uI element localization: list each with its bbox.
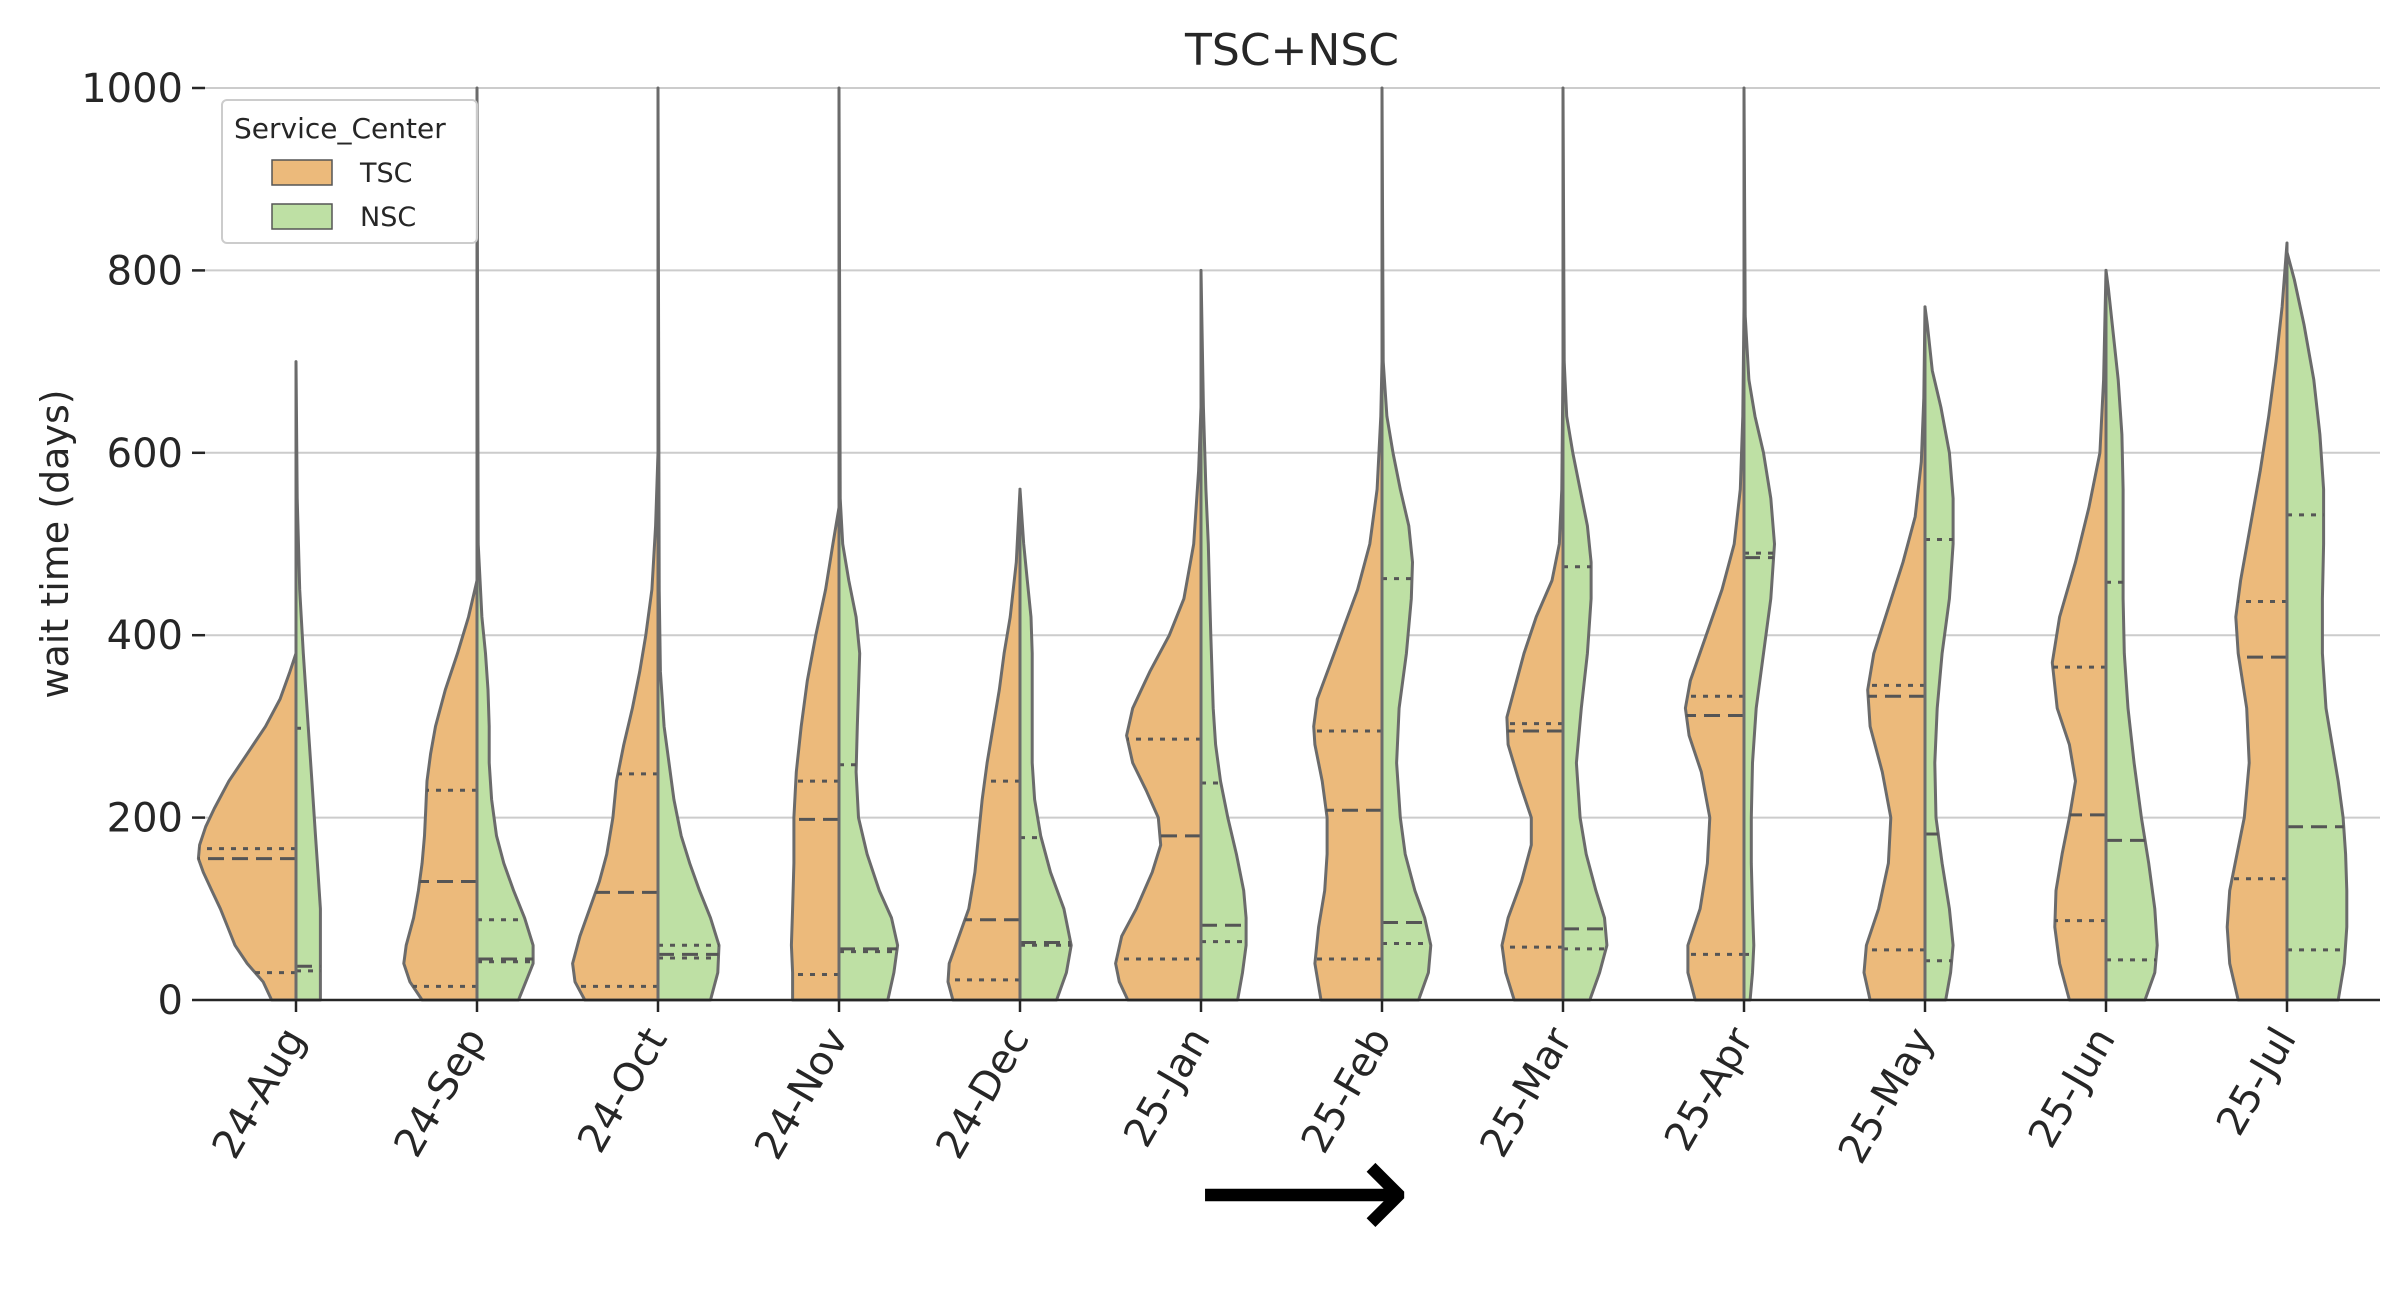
x-tick-label: 25-Apr [1656,1020,1763,1159]
y-tick-label: 600 [107,431,183,477]
violin-tsc [2225,241,2289,1002]
violin-tsc [1312,360,1384,1002]
x-tick-label: 24-Aug [204,1020,315,1166]
x-tick-label: 24-Oct [569,1020,677,1160]
violin-nsc [2285,250,2349,1002]
violin-nsc [475,86,535,1002]
violin-tsc [1862,305,1927,1002]
violin-tsc [1500,360,1565,1002]
x-tick-label: 25-May [1830,1020,1944,1171]
violin-tsc [2050,268,2108,1002]
y-tick-label: 1000 [81,66,183,112]
direction-arrow: ⟶ [1196,1104,1411,1278]
violin-nsc [656,86,721,1002]
violin-nsc [837,86,900,1002]
y-tick-label: 800 [107,248,183,294]
violin-nsc [1018,487,1073,1002]
legend-swatch-nsc [271,203,333,230]
x-tick-label: 25-Jun [2020,1020,2125,1156]
violin-tsc [946,487,1022,1002]
legend-swatch-tsc [271,159,333,186]
legend-label-nsc: NSC [360,202,416,233]
violin-tsc [571,451,660,1002]
violins [196,86,2349,1002]
x-tick-label: 25-Mar [1471,1020,1582,1165]
violin-nsc [1561,86,1609,1002]
violin-tsc [789,506,841,1002]
y-tick-label: 400 [107,613,183,659]
y-tick-label: 0 [158,978,183,1024]
x-tick-label: 25-Jul [2208,1020,2306,1143]
violin-tsc [1683,305,1746,1002]
grid-lines [205,87,2380,819]
violin-nsc [1742,86,1776,1002]
x-tick-label: 24-Sep [385,1020,495,1165]
legend: Service_Center TSC NSC [221,99,478,244]
chart-title: TSC+NSC [1184,25,1399,76]
violin-nsc [2104,268,2159,1002]
violin-nsc [1199,268,1248,1002]
violin-nsc [1923,305,1955,1002]
violin-tsc [196,651,298,1002]
y-tick-label: 200 [107,796,183,842]
x-tick-label: 24-Nov [746,1020,858,1167]
legend-label-tsc: TSC [359,158,412,189]
y-axis-label: wait time (days) [33,389,77,698]
x-tick-label: 24-Dec [927,1020,1038,1167]
violin-nsc [294,360,322,1002]
violin-tsc [1114,405,1203,1002]
legend-title: Service_Center [234,112,446,145]
violin-nsc [1380,86,1433,1002]
